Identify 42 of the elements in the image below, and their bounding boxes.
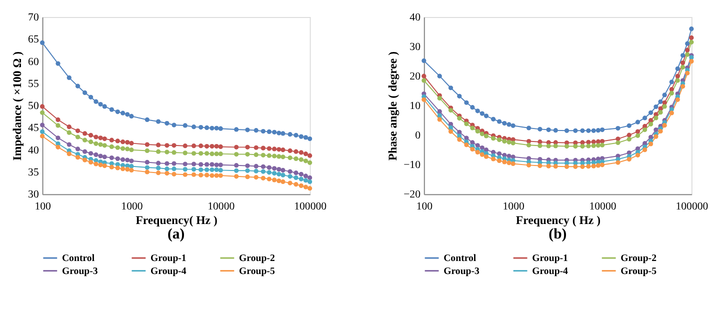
y-tick-label: 45 [28,122,39,134]
y-tick-label: 40 [28,144,39,156]
y-tick-label: 30 [410,41,420,54]
y-tick-label: 70 [28,11,39,24]
y-tick-label: −20 [404,188,420,201]
text: (a) [167,226,185,242]
legend-label: Group-2 [239,252,275,264]
y-tick-label: 20 [410,70,420,83]
x-axis-title: Frequency( Hz ) [136,213,218,228]
y-tick-label: 40 [410,11,420,24]
y-tick-label: −10 [404,159,420,172]
legend-label: Group-4 [532,266,568,277]
legend-label: Control [444,252,476,264]
legend-label: Group-5 [620,266,657,277]
legend-label: Control [62,252,95,264]
y-axis-title: Phase angle ( degree ) [386,51,400,161]
legend-label: Group-5 [239,266,275,277]
x-tick-label: 100 [34,200,51,212]
y-tick-label: 55 [28,78,39,90]
y-tick-label: 50 [28,100,39,112]
x-tick-label: 100000 [676,200,708,212]
x-tick-label: 1000 [502,200,524,212]
legend-label: Group-2 [620,252,657,264]
y-tick-label: 60 [28,56,39,68]
y-tick-label: 35 [28,166,39,178]
legend-label: Group-3 [444,266,480,277]
x-tick-label: 1000 [121,200,143,212]
legend-label: Group-1 [532,252,568,264]
y-axis-title: Impedance ( ×100 Ω ) [10,51,24,161]
y-tick-label: 30 [28,188,39,201]
legend-label: Group-4 [150,266,186,277]
y-tick-label: 65 [28,34,39,46]
y-tick-label: 0 [415,130,420,142]
x-tick-label: 100000 [294,200,327,212]
text: (b) [548,226,567,242]
legend-label: Group-1 [150,252,186,264]
x-tick-label: 10000 [208,200,235,212]
x-tick-label: 100 [416,200,433,212]
x-tick-label: 10000 [589,200,616,212]
legend-label: Group-3 [62,266,98,277]
y-tick-label: 10 [410,100,420,112]
x-axis-title: Frequency ( Hz ) [516,213,601,228]
